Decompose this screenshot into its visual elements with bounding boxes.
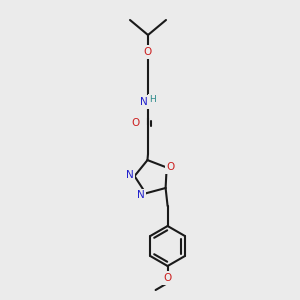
Text: O: O — [164, 273, 172, 283]
Text: O: O — [167, 163, 175, 172]
Text: N: N — [140, 97, 148, 107]
Text: O: O — [144, 47, 152, 57]
Text: N: N — [126, 170, 134, 180]
Text: H: H — [150, 95, 156, 104]
Text: O: O — [132, 118, 140, 128]
Text: N: N — [137, 190, 145, 200]
